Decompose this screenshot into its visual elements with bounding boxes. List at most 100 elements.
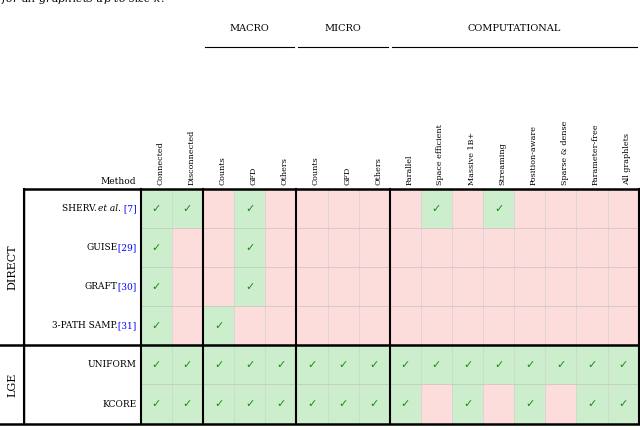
Text: ✓: ✓ [183, 399, 192, 409]
Text: GRAFT: GRAFT [85, 283, 118, 292]
Text: for all graphlets up to size $k$.: for all graphlets up to size $k$. [1, 0, 165, 6]
Bar [296, 267, 328, 306]
Bar [296, 228, 328, 267]
Text: ✓: ✓ [183, 204, 192, 214]
Text: 3-PATH SAMP.: 3-PATH SAMP. [52, 321, 118, 330]
Text: Massive 1B+: Massive 1B+ [468, 132, 476, 185]
Bar [234, 384, 265, 424]
Text: GFD: GFD [250, 166, 258, 185]
Bar [172, 189, 203, 228]
Bar [483, 228, 515, 267]
Bar [421, 189, 452, 228]
Bar [328, 306, 358, 345]
Bar [483, 345, 515, 384]
Bar [265, 228, 296, 267]
Text: ✓: ✓ [214, 360, 223, 370]
Text: Others: Others [281, 157, 289, 185]
Text: All graphlets: All graphlets [623, 133, 631, 185]
Text: ✓: ✓ [245, 360, 255, 370]
Text: ✓: ✓ [339, 360, 348, 370]
Text: Disconnected: Disconnected [188, 130, 195, 185]
Text: ✓: ✓ [276, 360, 285, 370]
Text: ✓: ✓ [214, 399, 223, 409]
Bar [265, 189, 296, 228]
Text: ✓: ✓ [369, 399, 379, 409]
Bar [515, 267, 545, 306]
Text: ✓: ✓ [494, 204, 504, 214]
Bar [328, 267, 358, 306]
Text: Connected: Connected [156, 141, 164, 185]
Text: ✓: ✓ [152, 399, 161, 409]
Bar [607, 228, 639, 267]
Text: ✓: ✓ [245, 204, 255, 214]
Bar [265, 267, 296, 306]
Bar [296, 345, 328, 384]
Text: Parameter-free: Parameter-free [592, 123, 600, 185]
Bar [203, 384, 234, 424]
Text: ✓: ✓ [245, 399, 255, 409]
Bar [358, 189, 390, 228]
Bar [265, 384, 296, 424]
Bar [545, 384, 577, 424]
Text: COMPUTATIONAL: COMPUTATIONAL [468, 24, 561, 33]
Bar [577, 384, 607, 424]
Bar [234, 345, 265, 384]
Text: ✓: ✓ [307, 360, 317, 370]
Text: Counts: Counts [219, 156, 227, 185]
Bar [203, 345, 234, 384]
Bar [141, 189, 172, 228]
Bar [483, 267, 515, 306]
Bar [265, 306, 296, 345]
Bar [483, 306, 515, 345]
Text: ✓: ✓ [245, 243, 255, 253]
Bar [203, 267, 234, 306]
Bar [545, 228, 577, 267]
Bar [358, 267, 390, 306]
Bar [358, 306, 390, 345]
Bar [390, 267, 421, 306]
Bar [607, 345, 639, 384]
Bar [390, 228, 421, 267]
Bar [421, 267, 452, 306]
Bar [296, 384, 328, 424]
Bar [545, 189, 577, 228]
Bar [577, 267, 607, 306]
Text: SHERV.: SHERV. [61, 204, 99, 213]
Text: et al.: et al. [99, 204, 122, 213]
Text: ✓: ✓ [152, 243, 161, 253]
Text: Position-aware: Position-aware [530, 125, 538, 185]
Bar [234, 189, 265, 228]
Text: DIRECT: DIRECT [7, 245, 17, 290]
Bar [390, 189, 421, 228]
Text: ✓: ✓ [494, 360, 504, 370]
Bar [577, 345, 607, 384]
Bar [358, 345, 390, 384]
Bar [234, 267, 265, 306]
Bar [328, 189, 358, 228]
Bar [421, 384, 452, 424]
Bar [483, 384, 515, 424]
Text: [31]: [31] [115, 321, 136, 330]
Text: ✓: ✓ [525, 360, 534, 370]
Bar [452, 345, 483, 384]
Text: ✓: ✓ [525, 399, 534, 409]
Text: ✓: ✓ [463, 399, 472, 409]
Text: ✓: ✓ [618, 399, 628, 409]
Bar [296, 306, 328, 345]
Text: Space efficient: Space efficient [436, 124, 444, 185]
Bar [141, 228, 172, 267]
Bar [328, 384, 358, 424]
Bar [172, 228, 203, 267]
Bar [390, 306, 421, 345]
Text: Streaming: Streaming [499, 142, 507, 185]
Text: ✓: ✓ [245, 282, 255, 292]
Text: [29]: [29] [115, 243, 136, 252]
Bar [577, 228, 607, 267]
Bar [515, 189, 545, 228]
Bar [452, 189, 483, 228]
Bar [141, 306, 172, 345]
Text: KCORE: KCORE [102, 399, 136, 408]
Bar [515, 345, 545, 384]
Bar [203, 189, 234, 228]
Text: GFD: GFD [343, 166, 351, 185]
